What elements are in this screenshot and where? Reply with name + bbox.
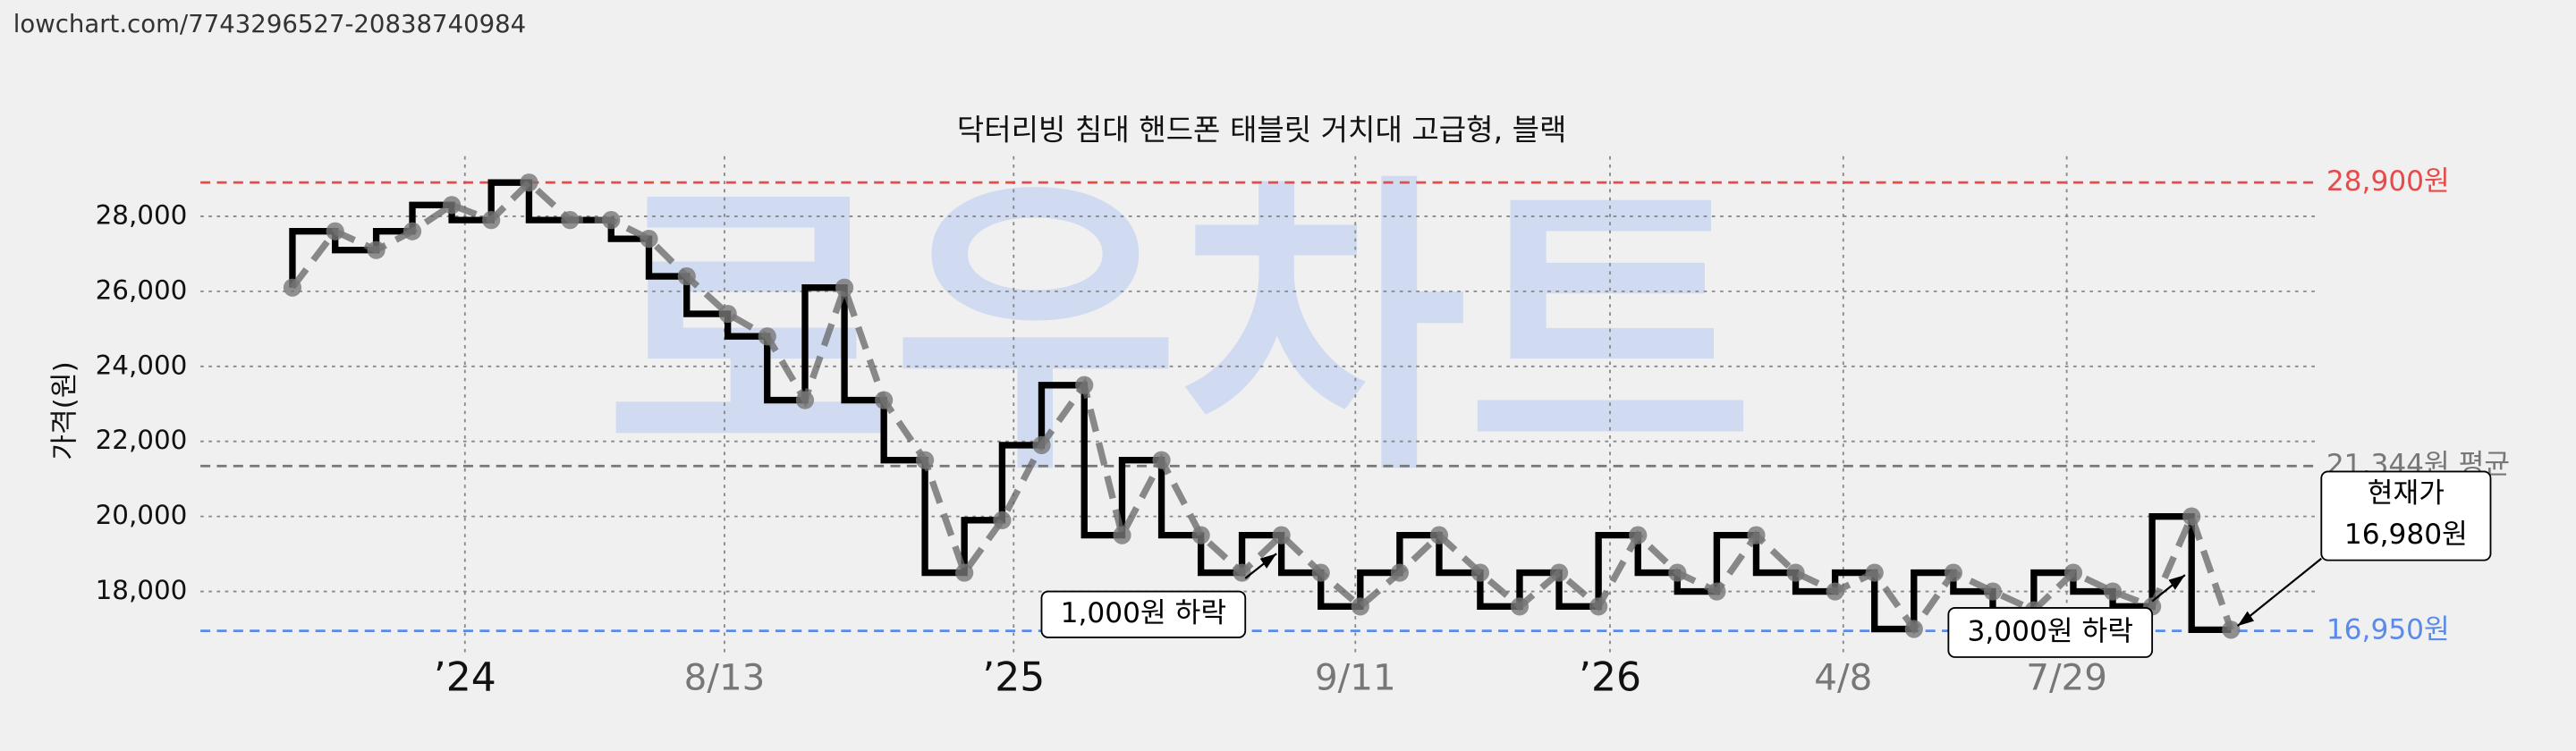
x-tick-label: 9/11 <box>1315 656 1396 699</box>
chart-title: 닥터리빙 침대 핸드폰 태블릿 거치대 고급형, 블랙 <box>957 113 1567 148</box>
data-point <box>1747 526 1766 544</box>
data-point <box>993 511 1012 529</box>
annotation-text: 1,000원 하락 <box>1061 597 1226 629</box>
y-tick-label: 18,000 <box>96 575 188 605</box>
y-tick-label: 26,000 <box>96 274 188 305</box>
data-point <box>1865 563 1884 582</box>
data-point <box>1549 563 1569 582</box>
data-point <box>915 451 935 469</box>
data-point <box>1589 597 1608 616</box>
data-point <box>561 211 580 230</box>
data-point <box>1113 526 1131 544</box>
x-tick-label: 8/13 <box>684 656 766 699</box>
trend-line <box>290 178 2234 635</box>
data-point <box>1470 563 1489 582</box>
annotation-text: 16,980원 <box>2344 519 2468 551</box>
data-point <box>718 304 737 324</box>
data-point <box>2103 582 2123 601</box>
reference-label: 16,950원 <box>2326 614 2450 646</box>
x-tick-label: 4/8 <box>1814 656 1872 699</box>
data-point <box>1944 563 1962 582</box>
reference-label: 28,900원 <box>2326 165 2450 198</box>
data-point <box>402 222 422 240</box>
annotation-arrowhead <box>2168 575 2185 590</box>
x-tick-label: ’26 <box>1579 655 1641 701</box>
data-point <box>640 230 658 249</box>
url: lowchart.com/7743296527-20838740984 <box>13 10 527 38</box>
data-point <box>955 563 974 582</box>
data-point <box>2222 620 2241 639</box>
data-point <box>1075 376 1094 394</box>
data-point <box>1032 435 1051 455</box>
annotation-arrowhead <box>2237 611 2254 627</box>
data-point <box>1390 563 1409 582</box>
data-point <box>1311 563 1330 582</box>
watermark: 로우차트 <box>606 150 1754 513</box>
data-point <box>835 278 854 297</box>
annotation-text: 3,000원 하락 <box>1968 615 2133 647</box>
data-point <box>1272 526 1291 544</box>
data-point <box>1429 526 1449 544</box>
annotation-box <box>2320 470 2492 561</box>
data-point <box>1786 563 1805 582</box>
data-point <box>1233 563 1251 582</box>
data-point <box>1629 526 1648 544</box>
data-point <box>443 196 462 215</box>
data-point <box>1351 597 1369 616</box>
data-point <box>283 278 302 297</box>
data-point <box>1191 526 1210 544</box>
y-tick-label: 24,000 <box>96 350 188 380</box>
y-tick-label: 20,000 <box>96 500 188 530</box>
data-point <box>602 211 621 230</box>
annotation-arrow <box>2236 557 2322 627</box>
data-point <box>1983 582 2003 601</box>
data-point <box>520 173 538 192</box>
data-point <box>482 211 501 230</box>
data-point <box>875 391 894 409</box>
data-point <box>677 266 696 286</box>
data-point <box>1668 563 1687 582</box>
data-point <box>758 327 776 346</box>
annotation-box <box>1040 590 1247 638</box>
annotation-text: 현재가 <box>2368 477 2445 510</box>
annotation-box <box>1947 606 2154 658</box>
data-point <box>1904 620 1923 638</box>
data-point <box>1152 451 1171 469</box>
data-point <box>2063 563 2083 582</box>
data-point <box>326 222 344 240</box>
x-tick-label: ’24 <box>434 655 496 701</box>
data-point <box>367 240 386 259</box>
data-point <box>1510 597 1530 616</box>
data-point <box>795 391 815 409</box>
data-point <box>1707 582 1726 601</box>
data-point <box>1826 582 1844 601</box>
x-tick-label: 7/29 <box>2026 656 2107 699</box>
y-tick-label: 28,000 <box>96 199 188 230</box>
y-tick-label: 22,000 <box>96 425 188 455</box>
y-axis-label: 가격(원) <box>48 361 80 460</box>
data-point <box>2182 507 2201 526</box>
x-tick-label: ’25 <box>982 655 1045 701</box>
